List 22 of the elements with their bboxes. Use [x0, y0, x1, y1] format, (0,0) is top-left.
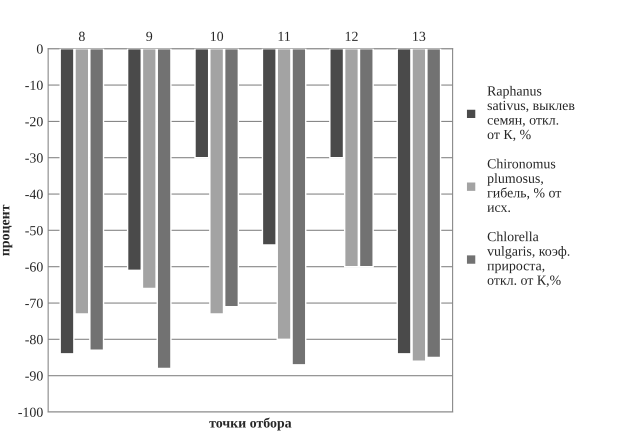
- y-tick-label: -90: [25, 371, 43, 381]
- y-tick-label: -60: [25, 262, 43, 272]
- x-tick-label: 10: [210, 32, 224, 42]
- y-tick-label: -100: [18, 408, 43, 417]
- y-tick-label: -50: [25, 226, 43, 236]
- x-tick-label: 11: [278, 32, 290, 41]
- legend-label: Chironomus plumosus, гибель, % от исх.: [487, 158, 562, 212]
- y-tick-label: -10: [25, 80, 43, 90]
- y-tick-label: -20: [25, 116, 43, 126]
- x-tick-label: 8: [78, 32, 85, 42]
- legend-label: Raphanus sativus, выклев семян, откл. от К, %: [487, 86, 574, 142]
- x-tick-label: 9: [146, 32, 152, 42]
- x-tick-label: 12: [346, 32, 358, 41]
- y-tick-label: 0: [36, 44, 43, 54]
- y-tick-label: -30: [25, 153, 43, 163]
- y-axis-title: процент: [2, 204, 12, 256]
- y-tick-label: -40: [25, 190, 43, 199]
- y-tick-label: -70: [25, 298, 43, 308]
- legend-label: Chlorella vulgaris, коэф. прироста, откл. от К,%: [487, 232, 570, 287]
- x-tick-label: 13: [413, 32, 426, 42]
- x-axis-title: точки отбора: [209, 418, 292, 430]
- y-tick-label: -80: [25, 334, 43, 344]
